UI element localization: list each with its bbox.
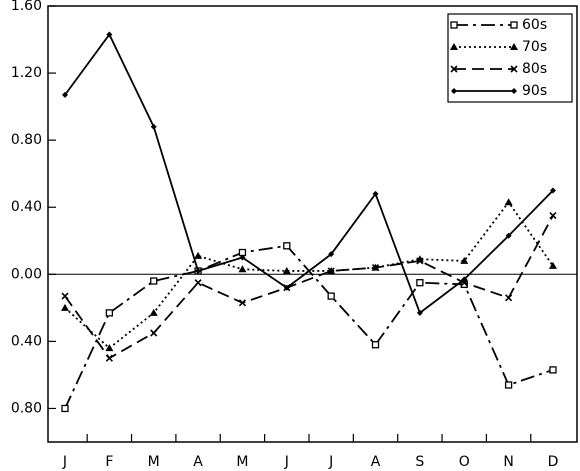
marker bbox=[150, 329, 158, 337]
marker bbox=[549, 187, 556, 194]
legend-box bbox=[447, 13, 573, 103]
marker bbox=[461, 276, 468, 283]
x-tick-label: M bbox=[148, 454, 160, 470]
marker bbox=[61, 303, 69, 311]
series-line bbox=[64, 200, 554, 350]
marker bbox=[150, 277, 158, 285]
marker bbox=[549, 366, 557, 374]
series-line bbox=[64, 32, 554, 315]
x-tick-label: A bbox=[371, 454, 381, 470]
marker bbox=[548, 261, 557, 269]
marker bbox=[371, 264, 380, 272]
marker bbox=[283, 242, 291, 250]
marker bbox=[105, 309, 114, 317]
marker bbox=[372, 190, 379, 197]
marker bbox=[450, 21, 458, 29]
marker bbox=[238, 265, 247, 273]
y-tick-label: 0.00 bbox=[11, 266, 42, 282]
legend-label: 80s bbox=[522, 61, 547, 77]
marker bbox=[283, 284, 290, 291]
y-tick-label: 0.40 bbox=[11, 333, 42, 349]
marker bbox=[61, 292, 69, 300]
marker bbox=[511, 88, 517, 94]
x-tick-label: A bbox=[193, 454, 203, 470]
marker bbox=[549, 212, 557, 220]
marker bbox=[504, 198, 513, 206]
marker bbox=[460, 256, 469, 264]
x-tick-label: O bbox=[459, 454, 470, 470]
marker bbox=[62, 91, 68, 98]
x-tick-label: F bbox=[105, 454, 113, 470]
x-tick-label: J bbox=[62, 454, 67, 470]
legend-label: 90s bbox=[522, 83, 547, 99]
x-tick-label: J bbox=[284, 454, 289, 470]
marker bbox=[416, 309, 423, 316]
marker bbox=[327, 292, 335, 300]
y-tick-label: 1.20 bbox=[11, 65, 42, 81]
x-tick-label: S bbox=[415, 454, 424, 470]
x-tick-label: J bbox=[328, 454, 333, 470]
marker bbox=[61, 404, 69, 413]
marker bbox=[450, 65, 458, 73]
legend-label: 60s bbox=[522, 17, 547, 33]
marker bbox=[194, 279, 202, 287]
marker bbox=[451, 88, 457, 94]
marker bbox=[371, 341, 380, 349]
y-tick-label: 0.80 bbox=[11, 132, 42, 148]
marker bbox=[150, 123, 157, 130]
series-line bbox=[64, 215, 554, 360]
marker bbox=[239, 254, 246, 261]
marker bbox=[106, 31, 113, 38]
marker bbox=[510, 43, 518, 50]
y-tick-label: 0.80 bbox=[11, 400, 42, 416]
x-tick-label: D bbox=[548, 454, 559, 470]
marker bbox=[328, 251, 335, 258]
marker bbox=[194, 251, 203, 259]
marker bbox=[504, 381, 513, 389]
marker bbox=[416, 257, 424, 265]
plot-frame bbox=[47, 5, 578, 443]
marker bbox=[105, 344, 114, 352]
marker bbox=[327, 267, 335, 275]
marker bbox=[510, 21, 518, 29]
marker bbox=[105, 354, 113, 362]
marker bbox=[505, 294, 513, 302]
marker bbox=[450, 43, 458, 50]
marker bbox=[282, 266, 291, 274]
x-tick-label: N bbox=[503, 454, 513, 470]
marker bbox=[149, 308, 158, 316]
marker bbox=[416, 279, 424, 287]
marker bbox=[510, 65, 518, 73]
marker bbox=[195, 267, 202, 274]
marker bbox=[238, 299, 247, 307]
x-tick-label: M bbox=[236, 454, 248, 470]
legend-label: 70s bbox=[522, 39, 547, 55]
y-tick-label: 0.40 bbox=[11, 199, 42, 215]
marker bbox=[505, 232, 512, 239]
y-tick-label: 1.60 bbox=[11, 0, 42, 14]
